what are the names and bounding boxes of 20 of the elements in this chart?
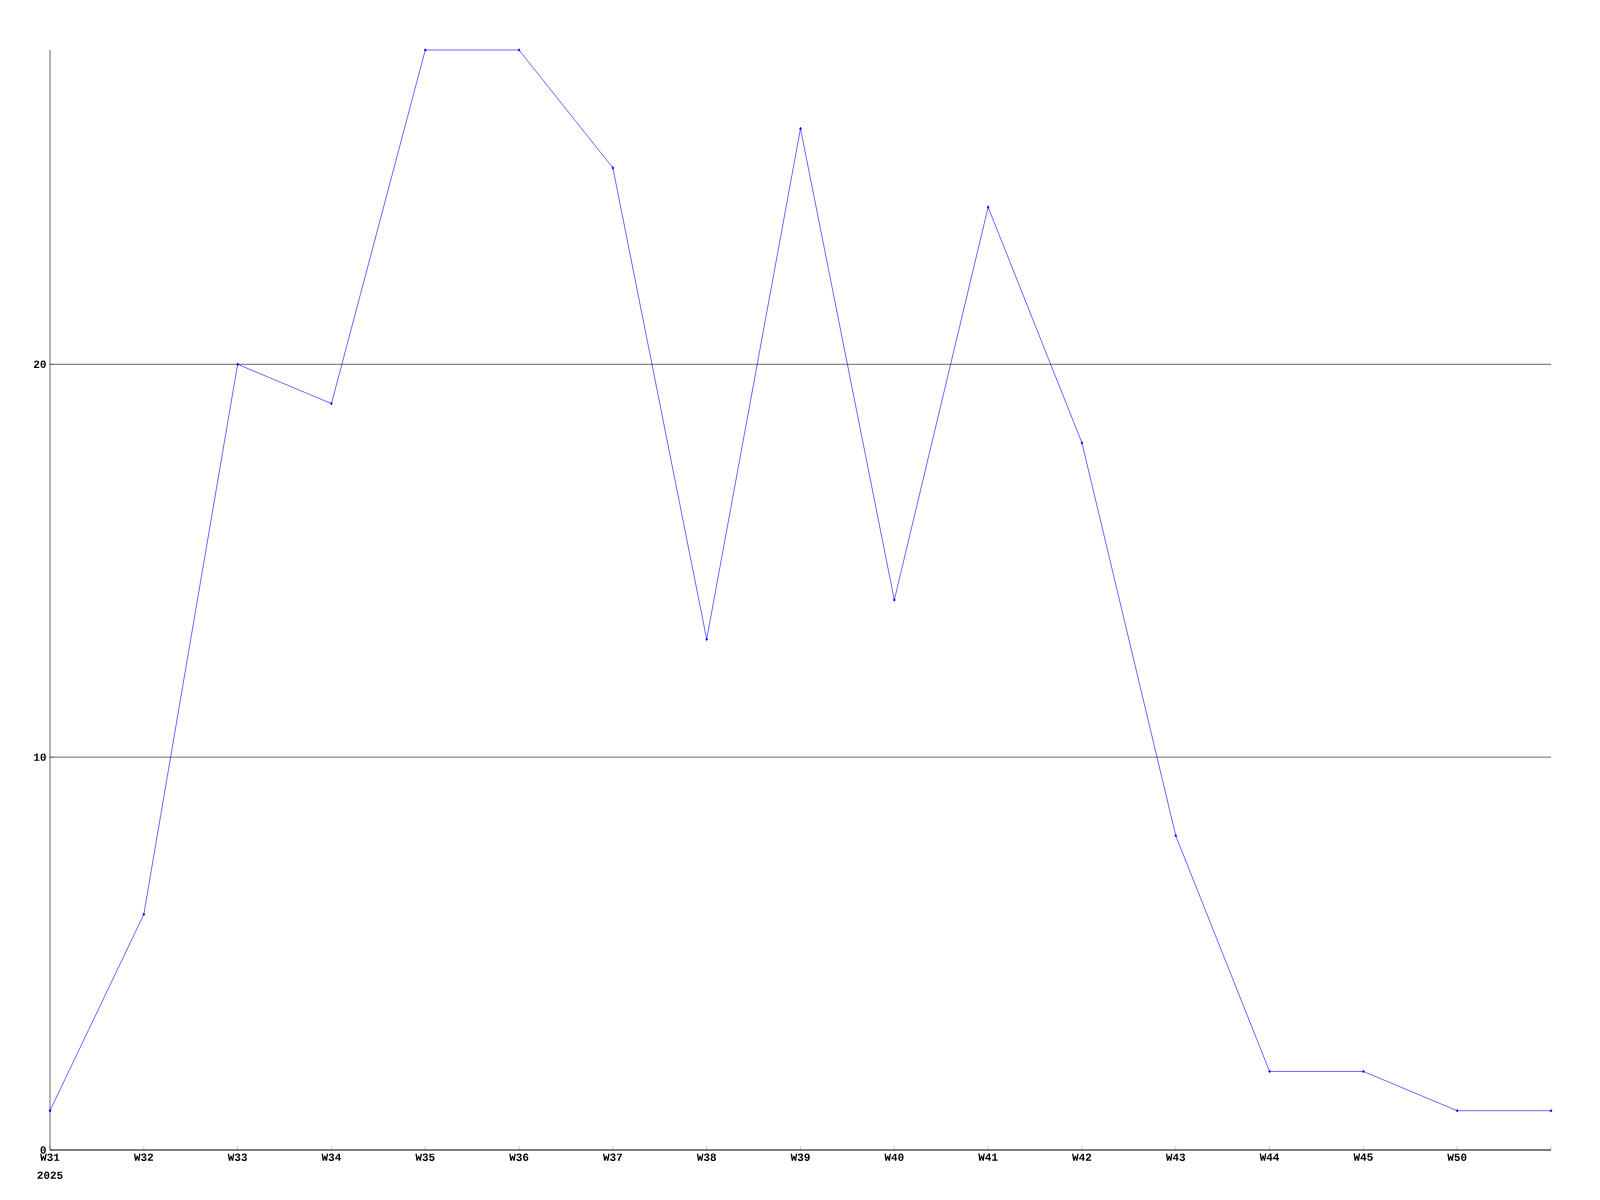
x-tick-label: W41 xyxy=(978,1153,998,1161)
x-tick-label: W50 xyxy=(1447,1153,1467,1161)
x-tick-label: W45 xyxy=(1353,1153,1373,1161)
x-tick-label: W43 xyxy=(1165,1153,1186,1161)
x-tick-label: W39 xyxy=(790,1153,810,1161)
x-tick-label: W38 xyxy=(696,1153,716,1161)
x-tick-label: W36 xyxy=(509,1153,529,1161)
x-tick-label: W37 xyxy=(603,1153,623,1161)
x-tick-label: W35 xyxy=(415,1153,435,1161)
x-tick-label: W44 xyxy=(1259,1153,1280,1161)
y-tick-label: 0 xyxy=(40,1146,46,1154)
x-tick-label: W40 xyxy=(884,1153,904,1161)
x-tick-label: W34 xyxy=(321,1153,341,1161)
y-tick-label: 20 xyxy=(33,360,46,369)
x-tick-label: W42 xyxy=(1072,1153,1092,1161)
x-tick-label: W33 xyxy=(227,1153,247,1161)
text: 2025 xyxy=(37,1171,63,1179)
y-tick-label: 10 xyxy=(34,753,46,761)
x-tick-label: W31 xyxy=(40,1153,60,1161)
x-tick-label: W32 xyxy=(133,1153,154,1161)
